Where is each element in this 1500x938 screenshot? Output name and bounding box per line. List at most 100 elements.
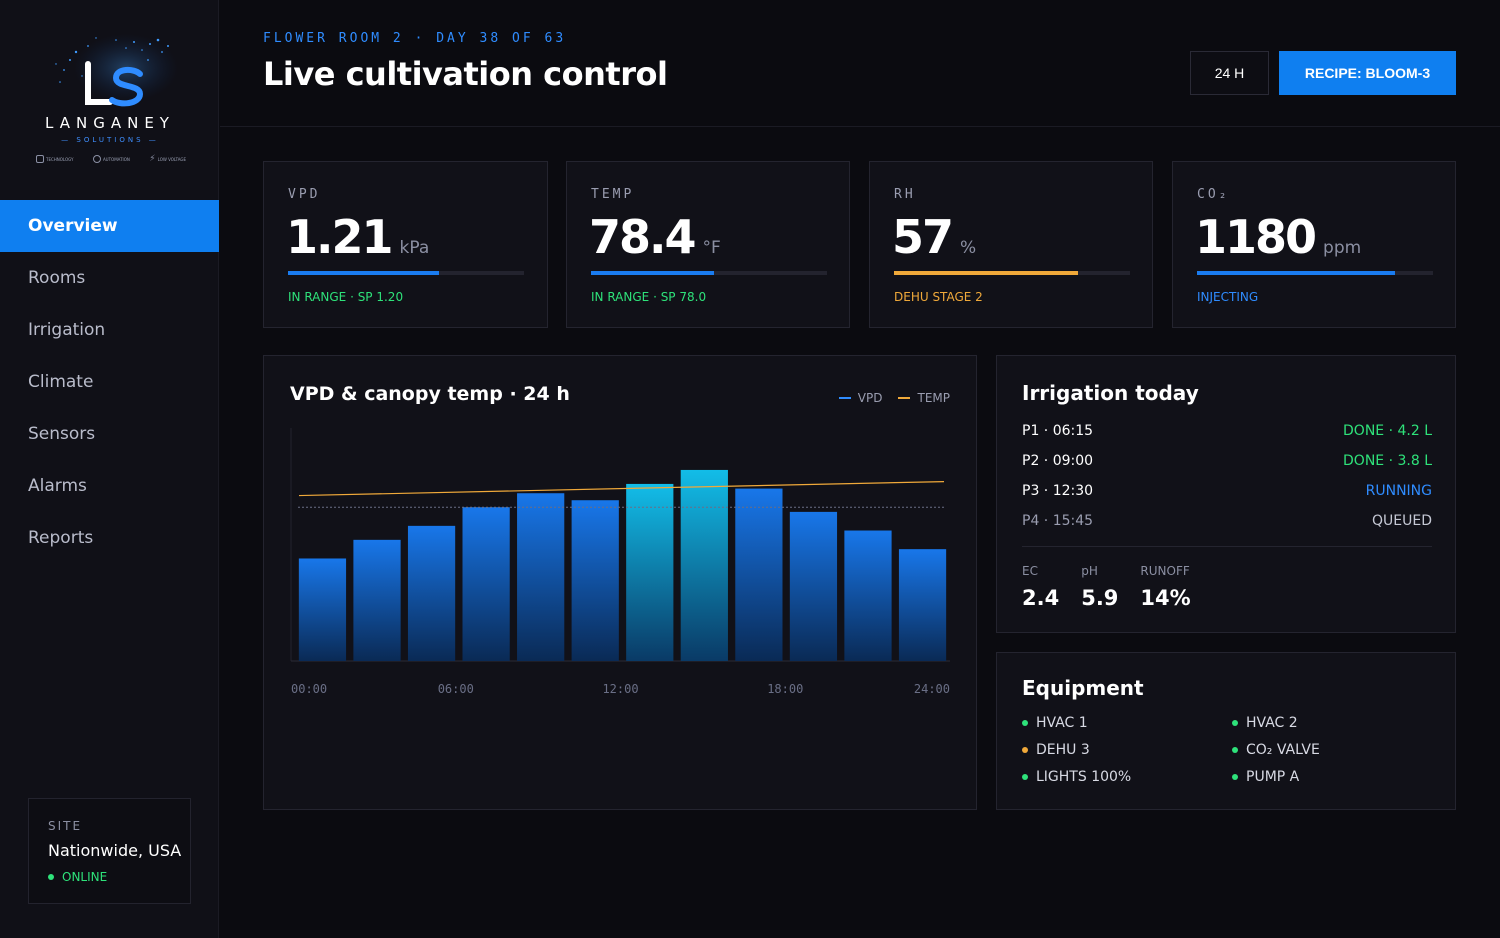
equipment-name: DEHU 3 [1036, 742, 1090, 758]
sidebar-item-sensors[interactable]: Sensors [28, 424, 96, 444]
metric-progress-fill [591, 271, 714, 275]
equipment-item[interactable]: HVAC 1 [1022, 715, 1232, 731]
equipment-item[interactable]: CO₂ VALVE [1232, 742, 1442, 758]
irrigation-event[interactable]: P4 · 15:45 QUEUED [1022, 513, 1432, 529]
chart-bar [571, 500, 619, 661]
reading-value: 5.9 [1081, 586, 1119, 610]
reading-ph: pH 5.9 [1081, 564, 1118, 610]
irrigation-event[interactable]: P1 · 06:15 DONE · 4.2 L [1022, 423, 1432, 439]
chip-icon [36, 155, 44, 163]
x-tick-label: 00:00 [291, 682, 327, 696]
equipment-item[interactable]: HVAC 2 [1232, 715, 1442, 731]
chart-bar [680, 469, 728, 661]
chart-bar [626, 483, 674, 661]
brand-name: LANGANEY [45, 114, 175, 132]
irrigation-event[interactable]: P3 · 12:30 RUNNING [1022, 483, 1432, 499]
metric-progress [1197, 271, 1433, 275]
chart-legend: VPD TEMP [838, 391, 950, 405]
irrigation-readings: EC 2.4 pH 5.9 RUNOFF 14% [1022, 564, 1191, 610]
chart-bar [735, 488, 783, 661]
irrigation-event-time: P2 · 09:00 [1022, 453, 1094, 469]
sidebar-item-irrigation[interactable]: Irrigation [28, 320, 106, 340]
header-divider [220, 126, 1500, 127]
sidebar: LANGANEY — SOLUTIONS — TECHNOLOGY AUTOMA… [0, 0, 219, 938]
irrigation-event-time: P1 · 06:15 [1022, 423, 1094, 439]
metric-progress-fill [288, 271, 440, 275]
brand-tags: TECHNOLOGY AUTOMATION ⚡ LOW VOLTAGE [36, 154, 186, 164]
metric-label: TEMP [591, 187, 635, 202]
equipment-name: LIGHTS 100% [1036, 769, 1132, 785]
sidebar-item-rooms[interactable]: Rooms [28, 268, 86, 288]
metric-unit: % [960, 238, 977, 258]
reading-label: RUNOFF [1140, 564, 1190, 578]
metric-value: 1.21 kPa [286, 210, 429, 264]
irrigation-event-status: QUEUED [1372, 513, 1432, 529]
equipment-item[interactable]: LIGHTS 100% [1022, 769, 1232, 785]
page-title: Live cultivation control [263, 55, 668, 93]
sidebar-item-alarms[interactable]: Alarms [28, 476, 87, 496]
metric-card-rh[interactable]: RH 57 % DEHU STAGE 2 [869, 161, 1153, 328]
sidebar-nav: Overview Rooms Irrigation Climate Sensor… [0, 200, 219, 564]
metric-label: RH [894, 187, 916, 202]
metric-value: 57 % [892, 210, 976, 264]
metric-unit: ppm [1323, 238, 1362, 258]
legend-swatch [898, 397, 911, 399]
reading-value: 14% [1140, 586, 1191, 610]
brand-logo[interactable]: LANGANEY — SOLUTIONS — TECHNOLOGY AUTOMA… [30, 30, 190, 170]
metric-number: 1180 [1195, 210, 1317, 264]
chart-bar [407, 525, 456, 661]
metric-card-co2[interactable]: CO₂ 1180 ppm INJECTING [1172, 161, 1456, 328]
brand-tag: AUTOMATION [92, 154, 130, 164]
gear-icon [92, 155, 101, 163]
metric-card-vpd[interactable]: VPD 1.21 kPa IN RANGE · SP 1.20 [263, 161, 548, 328]
recipe-button[interactable]: RECIPE: BLOOM-3 [1279, 51, 1456, 95]
chart-bar [844, 530, 892, 661]
x-tick-label: 12:00 [602, 682, 638, 696]
equipment-panel: Equipment HVAC 1 HVAC 2 DEHU 3 CO₂ VALVE… [996, 652, 1456, 810]
chart-title: VPD & canopy temp · 24 h [290, 383, 570, 405]
status-dot-icon [1232, 720, 1238, 726]
irrigation-event[interactable]: P2 · 09:00 DONE · 3.8 L [1022, 453, 1432, 469]
status-dot-icon [48, 874, 54, 880]
sidebar-item-overview[interactable]: Overview [0, 200, 219, 252]
bolt-icon: ⚡ [149, 154, 156, 164]
site-status-text: ONLINE [62, 870, 108, 884]
metric-number: 78.4 [589, 210, 696, 264]
legend-item-vpd[interactable]: VPD [838, 391, 882, 405]
metric-status: INJECTING [1197, 290, 1259, 304]
metric-progress [894, 271, 1130, 275]
irrigation-title: Irrigation today [1022, 381, 1199, 405]
x-tick-label: 18:00 [767, 682, 803, 696]
site-status: ONLINE [48, 870, 107, 884]
legend-label: TEMP [917, 391, 950, 405]
metric-card-temp[interactable]: TEMP 78.4 °F IN RANGE · SP 78.0 [566, 161, 850, 328]
metric-value: 1180 ppm [1195, 210, 1361, 264]
metric-number: 1.21 [286, 210, 393, 264]
sidebar-item-reports[interactable]: Reports [28, 528, 94, 548]
reading-label: pH [1081, 564, 1098, 578]
brand-tagline: — SOLUTIONS — [61, 136, 159, 144]
x-tick-label: 06:00 [438, 682, 474, 696]
irrigation-panel: Irrigation today P1 · 06:15 DONE · 4.2 L… [996, 355, 1456, 633]
time-range-button[interactable]: 24 H [1190, 51, 1269, 95]
equipment-name: HVAC 1 [1036, 715, 1088, 731]
equipment-name: PUMP A [1246, 769, 1300, 785]
reading-label: EC [1022, 564, 1038, 578]
room-subtitle: FLOWER ROOM 2 · DAY 38 OF 63 [263, 31, 567, 46]
equipment-item[interactable]: DEHU 3 [1022, 742, 1232, 758]
sidebar-item-climate[interactable]: Climate [28, 372, 94, 392]
site-card: SITE Nationwide, USA ONLINE [28, 798, 191, 904]
chart-bar [353, 539, 401, 661]
brand-tag: ⚡ LOW VOLTAGE [149, 154, 186, 164]
equipment-item[interactable]: PUMP A [1232, 769, 1442, 785]
chart-bar [517, 493, 565, 661]
metric-progress [288, 271, 524, 275]
x-tick-label: 24:00 [914, 682, 950, 696]
chart-bar [462, 507, 510, 661]
metric-status: IN RANGE · SP 1.20 [288, 290, 404, 304]
legend-item-temp[interactable]: TEMP [898, 391, 950, 405]
irrigation-event-status: RUNNING [1365, 483, 1432, 499]
metric-number: 57 [892, 210, 954, 264]
metric-value: 78.4 °F [589, 210, 721, 264]
vpd-temp-chart: 00:00 06:00 12:00 18:00 24:00 [290, 428, 950, 696]
